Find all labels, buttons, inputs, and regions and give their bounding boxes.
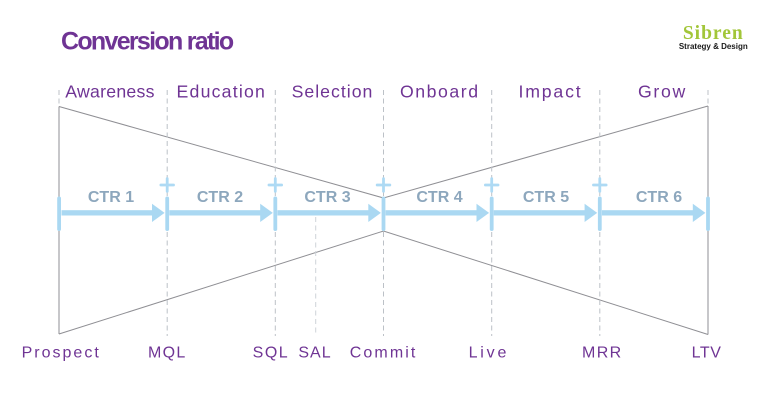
svg-text:Grow: Grow [638, 82, 687, 102]
svg-text:Impact: Impact [519, 82, 583, 102]
svg-text:LTV: LTV [692, 345, 722, 362]
svg-text:CTR 6: CTR 6 [636, 189, 682, 206]
svg-text:Awareness: Awareness [65, 82, 154, 102]
svg-text:Sibren: Sibren [683, 23, 744, 44]
svg-text:CTR 5: CTR 5 [523, 189, 569, 206]
svg-text:Prospect: Prospect [22, 345, 101, 362]
svg-text:CTR 1: CTR 1 [88, 189, 134, 206]
svg-text:MRR: MRR [582, 345, 623, 362]
svg-text:Selection: Selection [292, 82, 374, 102]
svg-text:Commit: Commit [350, 345, 418, 362]
svg-text:CTR 4: CTR 4 [416, 189, 462, 206]
svg-text:CTR 3: CTR 3 [304, 189, 350, 206]
svg-text:MQL: MQL [148, 345, 187, 362]
svg-text:SAL: SAL [298, 345, 331, 362]
svg-text:Strategy & Design: Strategy & Design [679, 42, 748, 51]
svg-text:CTR 2: CTR 2 [197, 189, 243, 206]
svg-text:Conversion ratio: Conversion ratio [61, 28, 234, 56]
svg-text:Live: Live [469, 345, 510, 362]
svg-text:SQL: SQL [253, 345, 290, 362]
svg-text:Onboard: Onboard [400, 82, 480, 102]
svg-text:Education: Education [177, 82, 266, 102]
